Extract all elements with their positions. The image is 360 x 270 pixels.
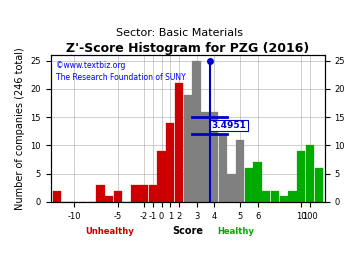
Bar	[131, 185, 140, 202]
Text: Unhealthy: Unhealthy	[85, 227, 134, 236]
Bar	[210, 112, 218, 202]
Bar	[184, 94, 192, 202]
Text: ©www.textbiz.org: ©www.textbiz.org	[56, 61, 126, 70]
Bar	[280, 196, 288, 202]
Y-axis label: Number of companies (246 total): Number of companies (246 total)	[15, 47, 25, 210]
Bar	[175, 83, 183, 202]
Text: 3.4951: 3.4951	[211, 121, 246, 130]
Bar	[271, 191, 279, 202]
Bar	[96, 185, 105, 202]
Bar	[219, 134, 227, 202]
Title: Z'-Score Histogram for PZG (2016): Z'-Score Histogram for PZG (2016)	[66, 42, 309, 55]
Bar	[157, 151, 166, 202]
Bar	[192, 61, 201, 202]
Bar	[253, 162, 262, 202]
Bar	[262, 191, 270, 202]
Bar	[201, 112, 210, 202]
Bar	[297, 151, 305, 202]
Bar	[166, 123, 175, 202]
Bar	[245, 168, 253, 202]
Bar	[53, 191, 61, 202]
Bar	[114, 191, 122, 202]
Bar	[105, 196, 113, 202]
Bar	[306, 146, 314, 202]
Bar	[236, 140, 244, 202]
X-axis label: Score: Score	[172, 226, 203, 236]
Bar	[288, 191, 297, 202]
Bar	[149, 185, 157, 202]
Bar	[315, 168, 323, 202]
Text: Healthy: Healthy	[217, 227, 254, 236]
Bar	[227, 174, 235, 202]
Text: Sector: Basic Materials: Sector: Basic Materials	[117, 28, 243, 38]
Bar	[140, 185, 148, 202]
Text: The Research Foundation of SUNY: The Research Foundation of SUNY	[56, 73, 186, 82]
